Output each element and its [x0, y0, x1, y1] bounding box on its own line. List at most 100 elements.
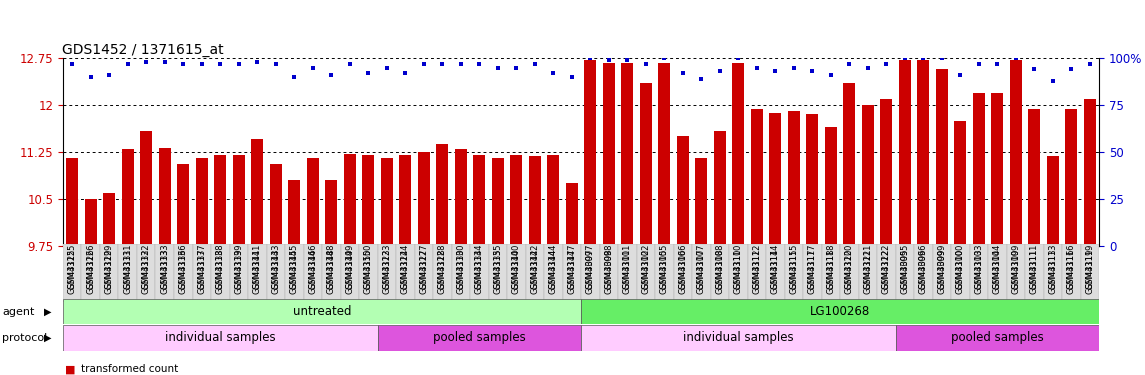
Text: GSM43150: GSM43150 [364, 244, 373, 289]
Point [303, 64, 322, 70]
Bar [344, 154, 356, 246]
Bar [822, 244, 840, 302]
Text: GSM43126: GSM43126 [86, 244, 95, 289]
Bar [935, 69, 948, 246]
Bar [582, 299, 1099, 324]
Bar [1047, 156, 1059, 246]
Bar [156, 244, 174, 302]
Point [137, 59, 156, 65]
Bar [381, 158, 393, 246]
Point [804, 68, 822, 74]
Bar [544, 244, 562, 302]
Bar [824, 127, 837, 246]
Bar [881, 99, 892, 246]
Text: GSM43117: GSM43117 [808, 244, 816, 289]
Bar [100, 244, 118, 302]
Text: GSM43107: GSM43107 [697, 244, 705, 289]
Text: GSM43123: GSM43123 [382, 248, 392, 294]
Text: individual samples: individual samples [684, 332, 793, 344]
Bar [788, 111, 800, 246]
Bar [602, 63, 615, 246]
Point [1006, 55, 1025, 61]
Point [100, 72, 118, 78]
Bar [1063, 244, 1081, 302]
Bar [471, 244, 489, 302]
Bar [1081, 244, 1099, 302]
Bar [229, 244, 248, 302]
Text: GDS1452 / 1371615_at: GDS1452 / 1371615_at [62, 43, 223, 57]
Text: GSM43122: GSM43122 [882, 244, 891, 289]
Bar [973, 93, 985, 246]
Text: GSM43143: GSM43143 [271, 248, 281, 294]
Text: GSM43111: GSM43111 [1030, 248, 1039, 294]
Bar [640, 83, 652, 246]
Bar [622, 63, 633, 246]
Text: GSM43135: GSM43135 [493, 244, 503, 289]
Point [471, 61, 489, 67]
Point [970, 61, 988, 67]
Text: GSM43144: GSM43144 [548, 244, 558, 289]
Point [211, 61, 229, 67]
Bar [289, 180, 300, 246]
Bar [196, 158, 207, 246]
Text: GSM43148: GSM43148 [326, 244, 335, 289]
Bar [507, 244, 526, 302]
Text: GSM43149: GSM43149 [346, 248, 354, 294]
Text: GSM43147: GSM43147 [567, 244, 576, 289]
Text: protocol: protocol [2, 333, 48, 343]
Bar [159, 147, 171, 246]
Bar [248, 244, 267, 302]
Bar [340, 244, 360, 302]
Text: GSM43118: GSM43118 [827, 244, 836, 289]
Point [933, 55, 951, 61]
Point [655, 55, 673, 61]
Text: GSM43122: GSM43122 [882, 248, 891, 294]
Text: GSM43125: GSM43125 [68, 248, 77, 294]
Point [582, 55, 600, 61]
Bar [1044, 244, 1063, 302]
Bar [63, 325, 378, 351]
Text: GSM43145: GSM43145 [290, 248, 299, 294]
Point [192, 61, 211, 67]
Text: GSM43103: GSM43103 [974, 244, 984, 289]
Text: GSM43133: GSM43133 [160, 248, 169, 294]
Bar [489, 244, 507, 302]
Text: GSM43145: GSM43145 [290, 244, 299, 289]
Text: GSM43123: GSM43123 [382, 244, 392, 289]
Bar [566, 183, 578, 246]
Point [174, 61, 192, 67]
Bar [769, 113, 781, 246]
Text: GSM43127: GSM43127 [419, 244, 428, 289]
Text: GSM43104: GSM43104 [993, 248, 1002, 294]
Bar [400, 155, 411, 246]
Point [81, 74, 100, 80]
Bar [378, 244, 396, 302]
Text: GSM43105: GSM43105 [660, 248, 669, 294]
Text: GSM43098: GSM43098 [605, 248, 614, 294]
Text: GSM43097: GSM43097 [586, 248, 595, 294]
Text: GSM43116: GSM43116 [1067, 244, 1076, 289]
Bar [267, 244, 285, 302]
Bar [582, 325, 895, 351]
Point [600, 57, 618, 63]
Bar [547, 155, 560, 246]
Text: pooled samples: pooled samples [951, 332, 1044, 344]
Text: GSM43147: GSM43147 [567, 248, 576, 294]
Bar [655, 244, 673, 302]
Bar [600, 244, 618, 302]
Bar [325, 180, 338, 246]
Point [119, 61, 137, 67]
Bar [211, 244, 229, 302]
Text: GSM43131: GSM43131 [124, 248, 132, 294]
Text: GSM43119: GSM43119 [1085, 244, 1095, 289]
Point [748, 64, 766, 70]
Text: GSM43096: GSM43096 [919, 244, 927, 289]
Bar [914, 244, 933, 302]
Text: GSM43126: GSM43126 [86, 248, 95, 294]
Bar [862, 105, 874, 246]
Bar [988, 244, 1006, 302]
Text: GSM43114: GSM43114 [771, 248, 780, 294]
Point [340, 61, 358, 67]
Bar [303, 244, 322, 302]
Bar [803, 244, 822, 302]
